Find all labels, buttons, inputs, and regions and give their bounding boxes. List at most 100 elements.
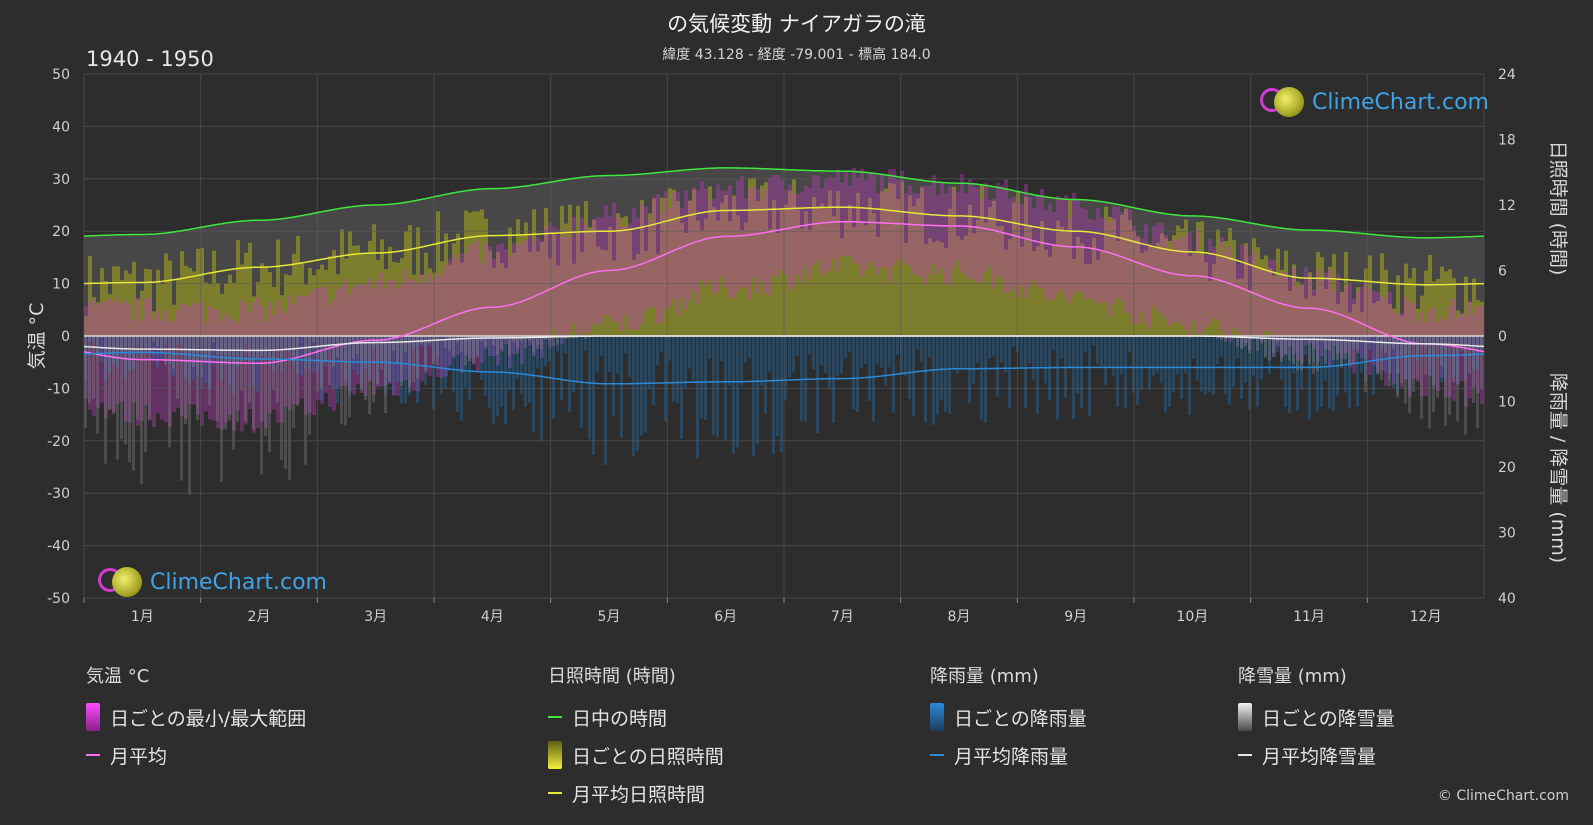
sunshine-bar: [612, 260, 616, 336]
temp-range-bar: [300, 295, 304, 399]
rain-bar: [800, 336, 803, 422]
rain-bar: [168, 336, 171, 365]
rain-bar: [984, 336, 987, 423]
rain-bar: [288, 336, 291, 352]
rain-bar: [408, 336, 411, 396]
temp-range-bar: [96, 304, 100, 408]
logo-top[interactable]: ClimeChart.com: [1258, 86, 1489, 118]
daylight-column: [1420, 237, 1424, 336]
sunshine-bar: [596, 246, 600, 336]
rain-bar: [532, 336, 535, 433]
legend-item: 日ごとの最小/最大範囲: [86, 698, 306, 736]
rain-bar: [824, 336, 827, 373]
rain-bar: [324, 336, 327, 367]
sunshine-bar: [1408, 278, 1412, 336]
rain-bar: [1188, 336, 1191, 416]
temp-range-bar: [636, 217, 640, 330]
x-tick-label: 12月: [1410, 609, 1442, 625]
snow-bar: [500, 336, 503, 350]
sunshine-bar: [1344, 251, 1348, 336]
rain-bar: [452, 336, 455, 393]
snow-bar: [524, 336, 527, 349]
sunshine-bar: [1388, 304, 1392, 336]
rain-bar: [764, 336, 767, 414]
snow-bar: [128, 336, 131, 463]
snow-bar: [1296, 336, 1299, 371]
snow-bar: [1364, 336, 1367, 393]
temp-range-bar: [476, 240, 480, 371]
legend-label: 月平均降雨量: [954, 745, 1069, 768]
rain-bar: [1164, 336, 1167, 413]
rain-bar: [1204, 336, 1207, 395]
temp-range-bar: [612, 202, 616, 322]
legend-item: 月平均日照時間: [548, 774, 724, 812]
sunshine-bar: [100, 268, 104, 336]
logo-bottom[interactable]: ClimeChart.com: [96, 566, 327, 598]
temp-range-bar: [768, 177, 772, 296]
sunshine-bar: [616, 213, 620, 336]
rain-bar: [788, 336, 791, 378]
sunshine-bar: [208, 284, 212, 336]
sunshine-bar: [540, 242, 544, 336]
sunshine-bar: [1048, 256, 1052, 336]
rain-bar: [1104, 336, 1107, 385]
snow-bar: [420, 336, 423, 344]
temp-range-bar: [292, 304, 296, 405]
sunshine-bar: [1376, 301, 1380, 336]
sunshine-bar: [804, 211, 808, 336]
rain-bar: [700, 336, 703, 419]
rain-bar: [972, 336, 975, 384]
sunshine-bar: [676, 201, 680, 336]
temp-range-bar: [980, 198, 984, 283]
daylight-column: [1456, 237, 1460, 336]
sunshine-bar: [620, 217, 624, 336]
sunshine-bar: [1308, 272, 1312, 336]
sunshine-bar: [408, 225, 412, 336]
sunshine-bar: [356, 245, 360, 336]
rain-bar: [692, 336, 695, 381]
sunshine-bar: [1044, 250, 1048, 336]
snow-bar: [204, 336, 207, 362]
sunshine-bar: [796, 209, 800, 336]
rain-bar: [852, 336, 855, 410]
snow-bar: [412, 336, 415, 382]
sunshine-bar: [560, 205, 564, 336]
snow-bar: [396, 336, 399, 364]
sunshine-bar: [1268, 268, 1272, 336]
sunshine-bar: [1472, 278, 1476, 336]
rain-bar: [348, 336, 351, 396]
rain-bar: [1324, 336, 1327, 381]
temp-range-bar: [1276, 277, 1280, 347]
sunshine-bar: [420, 275, 424, 336]
temp-range-bar: [132, 319, 136, 403]
temp-range-bar: [1364, 281, 1368, 360]
snow-bar: [1220, 336, 1223, 341]
snow-bar: [1444, 336, 1447, 426]
rain-bar: [996, 336, 999, 397]
sunshine-bar: [1024, 196, 1028, 336]
temp-range-bar: [228, 317, 232, 416]
rain-bar: [916, 336, 919, 350]
temp-range-bar: [756, 189, 760, 293]
rain-bar: [960, 336, 963, 369]
temp-range-bar: [1108, 222, 1112, 317]
rain-bar: [1440, 336, 1443, 383]
temp-range-bar: [1300, 284, 1304, 364]
sunshine-bar: [556, 265, 560, 336]
temp-range-bar: [676, 191, 680, 316]
temp-range-bar: [644, 206, 648, 311]
daylight-column: [204, 226, 208, 336]
rain-bar: [368, 336, 371, 380]
snow-bar: [428, 336, 431, 344]
rain-bar: [152, 336, 155, 360]
temp-range-bar: [1096, 208, 1100, 305]
temp-range-bar: [1180, 236, 1184, 325]
sunshine-bar: [436, 211, 440, 336]
temp-range-bar: [428, 272, 432, 377]
temp-range-bar: [864, 179, 868, 270]
temp-range-bar: [1200, 254, 1204, 334]
sunshine-bar: [1304, 298, 1308, 336]
temp-range-bar: [932, 175, 936, 265]
snow-bar: [192, 336, 195, 367]
temp-range-bar: [1176, 239, 1180, 322]
